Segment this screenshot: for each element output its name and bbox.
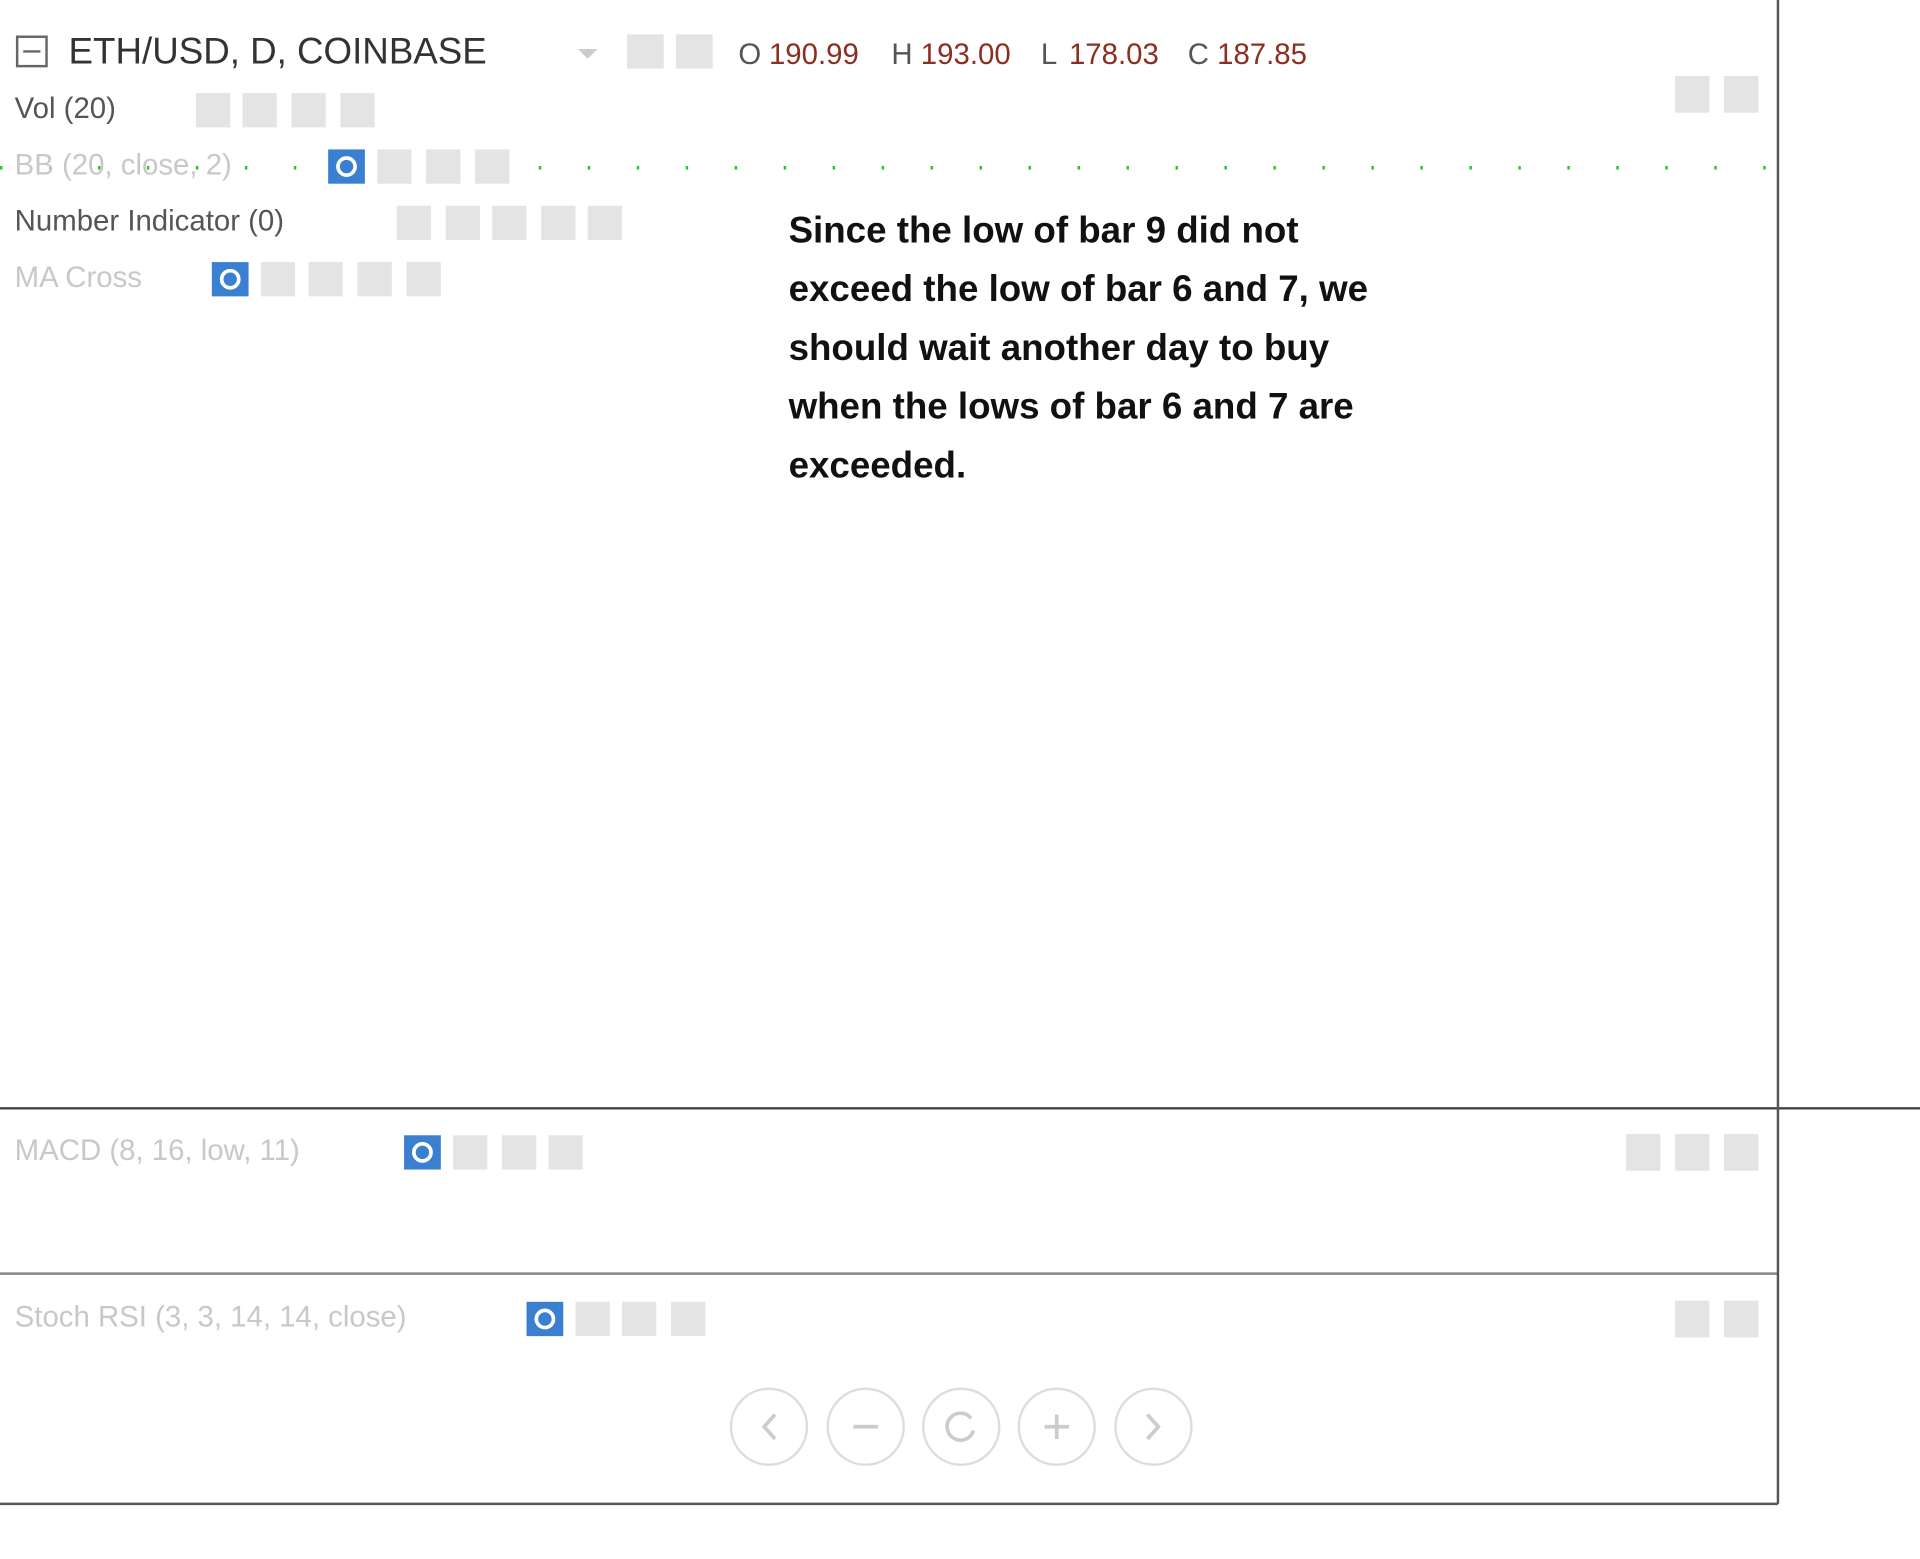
pane-button[interactable] [1626,1134,1661,1171]
annotation-line: when the lows of bar 6 and 7 are [788,386,1354,427]
annotation-line: exceeded. [789,445,967,486]
pane-button[interactable] [1724,1300,1759,1338]
symbol-title[interactable]: ETH/USD, D, COINBASE [69,31,487,72]
collapse-icon[interactable] [15,35,48,68]
indicator-icons [404,1135,583,1170]
indicator-icons [211,262,441,297]
icon[interactable] [502,1135,537,1170]
glyph [945,1411,976,1442]
eye-icon[interactable] [626,34,664,69]
annotation-line: exceed the low of bar 6 and 7, we [789,268,1368,309]
icon[interactable] [328,149,365,184]
glyph [761,1413,777,1441]
icon[interactable] [404,1135,441,1170]
pane-button[interactable] [1675,1134,1710,1171]
icon[interactable] [406,262,441,297]
icon-eye [219,268,241,290]
icon[interactable] [671,1301,706,1337]
icon[interactable] [260,262,296,297]
indicator-label[interactable]: MA Cross [15,261,142,294]
icon[interactable] [541,205,576,241]
ohlc-value: 178.03 [1069,38,1159,71]
pane-title[interactable]: Stoch RSI (3, 3, 14, 14, close) [15,1301,407,1334]
annotation-line: Since the low of bar 9 did not [789,209,1299,250]
pane-button[interactable] [1675,75,1710,113]
annotation-line: should wait another day to buy [789,327,1330,368]
icon[interactable] [622,1301,657,1337]
icon[interactable] [575,1301,610,1337]
icon-eye [412,1142,433,1163]
icon[interactable] [291,93,326,128]
pane-button[interactable] [1675,1300,1710,1338]
indicator-label[interactable]: BB (20, close, 2) [15,148,232,181]
icon[interactable] [526,1301,564,1337]
icon[interactable] [340,93,375,128]
nav-left[interactable] [729,1387,809,1466]
icon[interactable] [195,93,231,128]
nav-reset[interactable] [922,1387,1001,1466]
icon[interactable] [548,1135,583,1170]
indicator-label[interactable]: Number Indicator (0) [15,205,284,238]
glyph [1145,1413,1161,1441]
glyph [1044,1414,1069,1439]
indicator-label[interactable]: Vol (20) [15,92,116,125]
indicator-icons [396,205,623,241]
icon[interactable] [242,93,277,128]
ohlc-value: 190.99 [769,38,859,71]
icon[interactable] [396,205,432,241]
ohlc-value: 187.85 [1217,38,1307,71]
icon[interactable] [453,1135,488,1170]
nav-right[interactable] [1114,1387,1193,1466]
icon[interactable] [357,262,392,297]
ohlc-key: C [1188,38,1209,71]
icon[interactable] [426,149,461,184]
indicator-icons [195,93,375,128]
icon[interactable] [377,149,412,184]
icon[interactable] [492,205,527,241]
ohlc-key: L [1041,38,1057,71]
icon[interactable] [211,262,249,297]
nav-buttons [729,1387,1193,1466]
indicator-icons [328,149,510,184]
indicator-icons [526,1301,706,1337]
settings-icon[interactable] [675,34,713,69]
dropdown-icon[interactable] [577,48,598,59]
pane-title[interactable]: MACD (8, 16, low, 11) [15,1134,300,1167]
pane-button[interactable] [1724,75,1759,113]
nav-glyphs [761,1411,1161,1442]
ohlc-value: 193.00 [921,38,1011,71]
icon[interactable] [445,205,480,241]
pane-button[interactable] [1724,1134,1759,1171]
ohlc-key: H [891,38,912,71]
icon-eye [534,1308,556,1330]
icon[interactable] [308,262,343,297]
ohlc-key: O [738,38,761,71]
icon[interactable] [475,149,510,184]
icon-eye [336,156,357,177]
icon[interactable] [587,205,623,241]
